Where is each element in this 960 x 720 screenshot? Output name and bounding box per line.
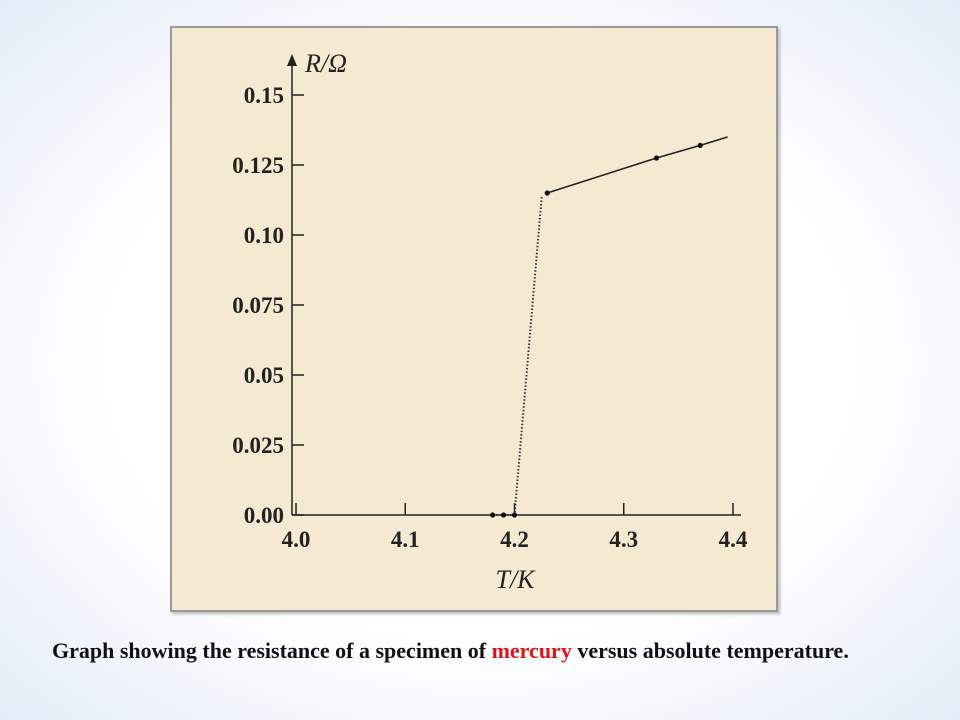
- x-tick-label: 4.3: [609, 527, 638, 552]
- data-point: [544, 190, 550, 196]
- y-tick-label: 0.125: [232, 153, 284, 178]
- data-point: [500, 512, 507, 518]
- y-tick-label: 0.10: [244, 223, 284, 248]
- data-point: [490, 512, 496, 518]
- caption-text: versus absolute temperature.: [571, 638, 849, 663]
- series-line: [492, 195, 543, 516]
- data-point: [697, 142, 703, 148]
- y-axis-title: R/Ω: [304, 49, 347, 78]
- series-line: [547, 136, 728, 194]
- data-point: [511, 512, 518, 518]
- x-tick-label: 4.4: [719, 527, 748, 552]
- chart: R/Ω T/K 0.00 0.025 0.05 0.075 0.10 0.125 0.15 4…: [232, 49, 748, 594]
- x-axis-title: T/K: [495, 565, 536, 594]
- y-tick-label: 0.025: [232, 433, 284, 458]
- y-tick-label: 0.15: [244, 83, 284, 108]
- caption: Graph showing the resistance of a specim…: [52, 634, 912, 668]
- x-tick-label: 4.1: [391, 527, 420, 552]
- x-tick-label: 4.2: [500, 527, 529, 552]
- y-axis-arrow: [287, 54, 297, 66]
- caption-text: Graph showing the resistance of a specim…: [52, 638, 492, 663]
- x-tick-label: 4.0: [282, 527, 311, 552]
- y-tick-label: 0.05: [244, 363, 284, 388]
- y-tick-label: 0.00: [244, 503, 284, 528]
- data-point: [653, 155, 660, 161]
- caption-highlight: mercury: [491, 638, 572, 663]
- y-tick-label: 0.075: [232, 293, 284, 318]
